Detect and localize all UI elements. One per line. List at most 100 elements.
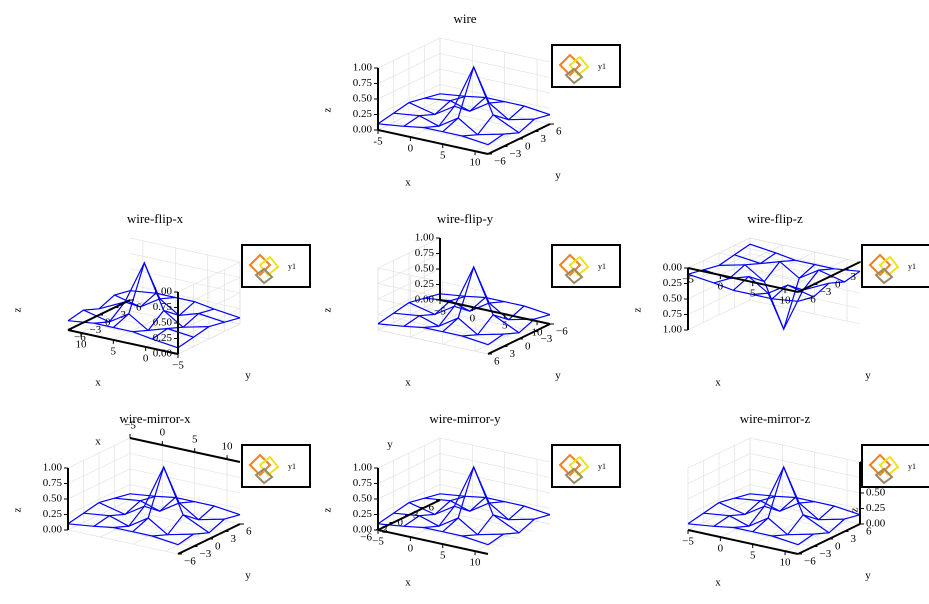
grid-line <box>439 53 551 78</box>
z-tick-label: 0.00 <box>415 294 435 306</box>
grid-line <box>408 514 520 540</box>
x-axis-label: x <box>95 377 101 389</box>
legend-label: y1 <box>598 462 606 471</box>
y-axis-label: y <box>555 170 561 182</box>
z-tick-label: 1.00 <box>153 286 173 298</box>
grid-line <box>129 253 241 278</box>
wire-line <box>749 493 861 516</box>
y-axis-label: y <box>245 570 251 582</box>
wire-line <box>424 97 535 121</box>
wire-line <box>67 290 131 322</box>
wire-line <box>377 493 441 525</box>
wire-line <box>487 114 551 146</box>
z-tick-label: 0.50 <box>153 317 173 329</box>
wire-line <box>403 295 467 327</box>
y-tick-label: 0 <box>398 517 404 529</box>
wire-line <box>83 512 194 536</box>
wire-line <box>439 493 551 516</box>
x-tick-label: 0 <box>470 313 476 325</box>
wire-line <box>732 259 796 291</box>
y-tick-label: 3 <box>413 509 419 521</box>
wire-line <box>718 465 830 534</box>
y-tick-label: 6 <box>136 302 142 314</box>
y-tick-label: 3 <box>231 533 237 545</box>
chart-title: wire-flip-x <box>127 211 184 226</box>
x-axis <box>129 437 241 463</box>
wire-line <box>713 252 777 284</box>
z-tick-label: 0.25 <box>415 278 435 290</box>
subplot: −50510−6−30360.000.250.500.751.00wire-fl… <box>632 211 929 389</box>
z-tick-label: 0.50 <box>43 493 63 505</box>
legend-icon <box>248 453 272 477</box>
z-tick-label: 0.25 <box>866 502 886 514</box>
wire-line <box>687 273 799 302</box>
legend-icon <box>254 467 274 485</box>
y-tick-label: −6 <box>494 156 506 168</box>
z-axis-label: z <box>12 507 24 512</box>
grid-line <box>749 437 861 463</box>
z-axis-label: z <box>322 307 334 312</box>
z-tick-label: 1.00 <box>415 232 435 244</box>
y-tick-label: 6 <box>866 526 872 538</box>
grid-line <box>377 298 489 324</box>
z-tick-label: 0.00 <box>866 518 886 530</box>
legend-box <box>861 444 929 488</box>
z-tick-label: 0.25 <box>353 508 373 520</box>
wire-line <box>439 293 551 316</box>
wire-line <box>442 465 505 533</box>
z-tick-label: 0.25 <box>663 277 683 289</box>
x-tick-label: 10 <box>780 295 792 307</box>
chart-title: wire-mirror-y <box>429 411 501 426</box>
subplot: −50510−6−30360.000.250.500.751.00wire-fl… <box>322 211 621 389</box>
wire-line <box>797 514 861 546</box>
subplot: −50510−6−30360.000.250.500.751.00wire-fl… <box>12 211 311 389</box>
grid-line <box>749 284 861 309</box>
legend-icon <box>564 467 584 485</box>
z-tick-label: 0.25 <box>43 508 63 520</box>
x-tick-label: 5 <box>440 550 446 562</box>
legend-box <box>861 244 929 288</box>
y-tick-label: 3 <box>541 133 547 145</box>
grid-line <box>129 268 241 294</box>
grid-line <box>718 514 830 540</box>
subplot: −50510−6−30360.000.250.500.751.00wire-mi… <box>682 411 929 589</box>
wire-line <box>377 293 441 325</box>
grid-line <box>439 84 551 109</box>
z-tick-label: 1.00 <box>353 62 373 74</box>
wire-line <box>687 493 751 525</box>
grid-line <box>749 453 861 478</box>
grid-line <box>439 37 551 63</box>
legend-icon <box>558 53 582 77</box>
x-axis-label: x <box>405 377 411 389</box>
wire-line <box>377 523 489 546</box>
legend-icon <box>248 253 272 277</box>
wire-line <box>408 65 520 134</box>
wire-line <box>733 497 796 529</box>
wire-line <box>177 514 241 546</box>
x-tick-label: 0 <box>408 543 414 555</box>
wire-line <box>752 264 816 331</box>
z-tick-label: 0.50 <box>353 493 373 505</box>
wire-line <box>734 254 845 283</box>
wire-line <box>424 497 535 521</box>
wire-line <box>377 323 489 346</box>
y-tick-label: −6 <box>360 532 372 544</box>
wire-line <box>132 301 196 333</box>
z-tick-label: 0.75 <box>353 77 373 89</box>
y-tick-label: 6 <box>246 526 252 538</box>
x-tick-label: 10 <box>470 157 482 169</box>
wire-line <box>113 497 176 529</box>
wire-line <box>129 290 241 319</box>
x-axis-label: x <box>405 177 411 189</box>
z-tick-label: 0.50 <box>353 93 373 105</box>
y-tick-label: 6 <box>494 356 500 368</box>
grid-line <box>749 468 861 494</box>
grid-line <box>114 307 225 332</box>
wire-line <box>772 505 835 537</box>
y-axis-label: y <box>865 370 871 382</box>
grid-line <box>67 529 179 555</box>
y-tick-label: 3 <box>851 533 857 545</box>
y-tick-label: 0 <box>105 317 111 329</box>
y-tick-label: −6 <box>74 332 86 344</box>
